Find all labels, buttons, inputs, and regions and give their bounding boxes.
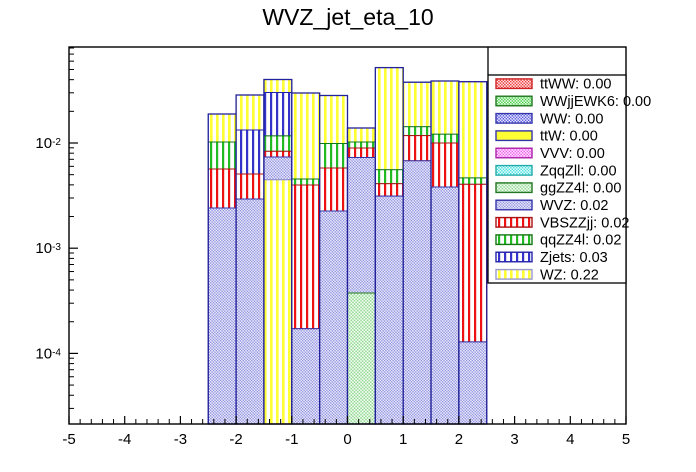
- svg-text:-2: -2: [229, 431, 242, 448]
- svg-text:0: 0: [343, 431, 351, 448]
- svg-text:WWjjEWK6: 0.00: WWjjEWK6: 0.00: [540, 94, 651, 110]
- svg-text:1: 1: [399, 431, 407, 448]
- svg-text:-5: -5: [62, 431, 75, 448]
- svg-text:VVV: 0.00: VVV: 0.00: [540, 146, 605, 162]
- svg-text:ttWW: 0.00: ttWW: 0.00: [540, 77, 611, 93]
- svg-text:qqZZ4l: 0.02: qqZZ4l: 0.02: [540, 233, 621, 249]
- svg-text:WZ: 0.22: WZ: 0.22: [540, 267, 599, 283]
- svg-text:VBSZZjj: 0.02: VBSZZjj: 0.02: [540, 215, 629, 231]
- svg-text:WVZ: 0.02: WVZ: 0.02: [540, 198, 609, 214]
- svg-text:WVZ_jet_eta_10: WVZ_jet_eta_10: [262, 4, 433, 30]
- svg-text:ttW: 0.00: ttW: 0.00: [540, 129, 598, 145]
- svg-text:4: 4: [566, 431, 574, 448]
- svg-text:-3: -3: [174, 431, 187, 448]
- svg-text:ZqqZll: 0.00: ZqqZll: 0.00: [540, 163, 617, 179]
- svg-text:3: 3: [510, 431, 518, 448]
- svg-text:ggZZ4l: 0.00: ggZZ4l: 0.00: [540, 181, 621, 197]
- svg-text:Zjets: 0.03: Zjets: 0.03: [540, 250, 608, 266]
- svg-text:-4: -4: [118, 431, 131, 448]
- svg-text:WW: 0.00: WW: 0.00: [540, 111, 603, 127]
- svg-text:2: 2: [455, 431, 463, 448]
- svg-text:-1: -1: [285, 431, 298, 448]
- svg-text:5: 5: [622, 431, 630, 448]
